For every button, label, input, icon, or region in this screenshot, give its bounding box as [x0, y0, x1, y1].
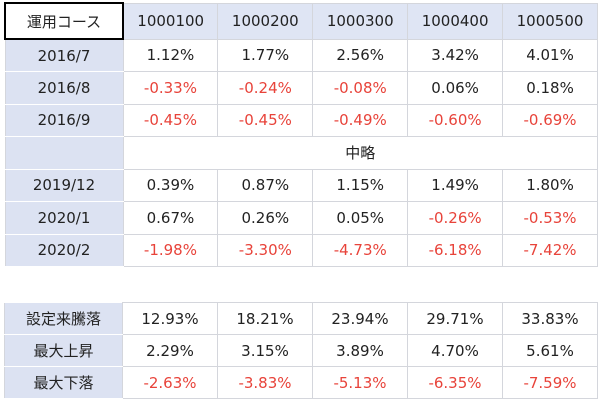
cell: 2.56% [312, 38, 409, 72]
row-label: 設定来騰落 [4, 302, 123, 335]
cell: -4.73% [312, 233, 409, 267]
header-cell: 1000400 [407, 2, 504, 40]
cell: 0.39% [122, 168, 219, 202]
cell: -0.08% [312, 71, 409, 105]
cell: -1.98% [122, 233, 219, 267]
cell: 0.05% [312, 201, 409, 235]
cell: 1.15% [312, 168, 409, 202]
cell: 18.21% [217, 302, 313, 335]
table-row: 2020/1 0.67% 0.26% 0.05% -0.26% -0.53% [4, 201, 598, 235]
header-cell: 1000200 [217, 2, 314, 40]
cell: -6.18% [407, 233, 504, 267]
header-cell: 1000100 [122, 2, 219, 40]
header-cell: 1000300 [312, 2, 409, 40]
row-label: 2016/9 [4, 103, 124, 137]
returns-table: 運用コース 1000100 1000200 1000300 1000400 1000500… [4, 2, 598, 267]
cell: -0.69% [502, 103, 598, 137]
gap-label-cell [4, 136, 124, 170]
cell: 1.49% [407, 168, 504, 202]
gap-text: 中略 [122, 136, 598, 170]
cell: 5.61% [502, 334, 598, 367]
cell: 1.77% [217, 38, 314, 72]
table-row: 最大下落 -2.63% -3.83% -5.13% -6.35% -7.59% [4, 366, 598, 399]
cell: 3.89% [312, 334, 408, 367]
cell: 0.87% [217, 168, 314, 202]
cell: 12.93% [122, 302, 218, 335]
table-row: 最大上昇 2.29% 3.15% 3.89% 4.70% 5.61% [4, 334, 598, 367]
cell: -0.45% [122, 103, 219, 137]
table-row: 2019/12 0.39% 0.87% 1.15% 1.49% 1.80% [4, 168, 598, 202]
row-label: 最大上昇 [4, 334, 123, 367]
cell: -0.53% [502, 201, 598, 235]
header-cell: 1000500 [502, 2, 598, 40]
cell: -0.24% [217, 71, 314, 105]
cell: 4.70% [407, 334, 503, 367]
table-row: 2020/2 -1.98% -3.30% -4.73% -6.18% -7.42% [4, 233, 598, 267]
cell: -7.42% [502, 233, 598, 267]
cell: -0.45% [217, 103, 314, 137]
cell: -7.59% [502, 366, 598, 399]
cell: -6.35% [407, 366, 503, 399]
cell: -0.49% [312, 103, 409, 137]
row-label: 2020/2 [4, 233, 124, 267]
cell: 1.80% [502, 168, 598, 202]
table-row: 2016/9 -0.45% -0.45% -0.49% -0.60% -0.69% [4, 103, 598, 137]
table-row: 2016/8 -0.33% -0.24% -0.08% 0.06% 0.18% [4, 71, 598, 105]
cell: 1.12% [122, 38, 219, 72]
table-row: 設定来騰落 12.93% 18.21% 23.94% 29.71% 33.83% [4, 302, 598, 335]
summary-table: 設定来騰落 12.93% 18.21% 23.94% 29.71% 33.83% 最大上昇 2… [4, 302, 598, 399]
row-label: 2020/1 [4, 201, 124, 235]
row-label: 2019/12 [4, 168, 124, 202]
cell: -3.83% [217, 366, 313, 399]
cell: -0.60% [407, 103, 504, 137]
cell: 29.71% [407, 302, 503, 335]
cell: -5.13% [312, 366, 408, 399]
cell: 23.94% [312, 302, 408, 335]
header-corner: 運用コース [4, 2, 124, 40]
cell: 0.26% [217, 201, 314, 235]
row-label: 2016/7 [4, 38, 124, 72]
cell: 0.67% [122, 201, 219, 235]
cell: 4.01% [502, 38, 598, 72]
gap-row: 中略 [4, 136, 598, 170]
cell: -0.33% [122, 71, 219, 105]
cell: 2.29% [122, 334, 218, 367]
cell: -2.63% [122, 366, 218, 399]
cell: -3.30% [217, 233, 314, 267]
table-row: 2016/7 1.12% 1.77% 2.56% 3.42% 4.01% [4, 38, 598, 72]
cell: 3.15% [217, 334, 313, 367]
cell: 33.83% [502, 302, 598, 335]
cell: -0.26% [407, 201, 504, 235]
row-label: 最大下落 [4, 366, 123, 399]
cell: 0.06% [407, 71, 504, 105]
row-label: 2016/8 [4, 71, 124, 105]
header-row: 運用コース 1000100 1000200 1000300 1000400 1000500 [4, 2, 598, 40]
cell: 3.42% [407, 38, 504, 72]
cell: 0.18% [502, 71, 598, 105]
